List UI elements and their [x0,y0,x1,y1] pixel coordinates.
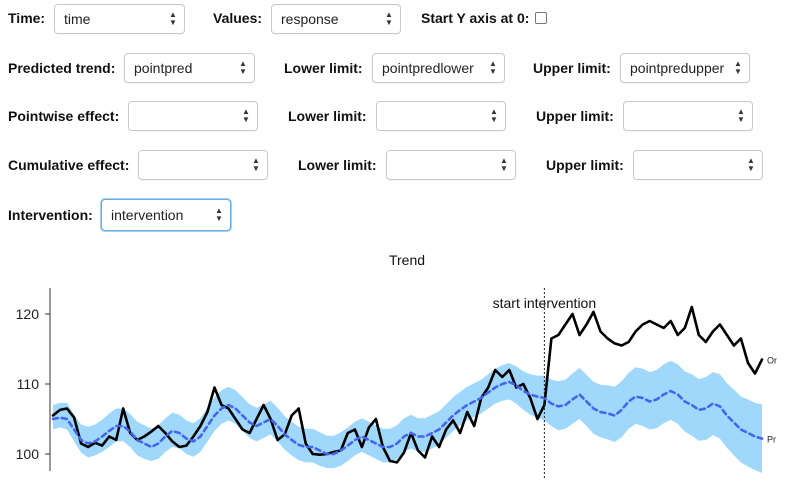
pw-upper-limit-select[interactable]: ▲ ▼ [623,101,753,131]
pw-lower-limit-select[interactable]: ▲ ▼ [376,101,506,131]
pointwise-effect-label: Pointwise effect: [8,108,120,124]
pw-upper-limit-label: Upper limit: [536,108,614,124]
chevron-updown-icon: ▲ ▼ [490,107,498,124]
predicted-series-line [51,380,764,456]
chevron-updown-icon: ▲ ▼ [169,10,177,27]
intervention-select[interactable]: intervention ▲ ▼ [101,199,231,231]
time-label: Time: [8,10,46,26]
pred-upper-limit-value: pointpredupper [630,60,725,76]
prediction-band [53,360,762,473]
time-select-value: time [64,11,91,27]
chart-title: Trend [389,252,425,268]
values-select[interactable]: response ▲ ▼ [271,4,401,34]
cum-upper-limit-label: Upper limit: [546,157,624,173]
chevron-updown-icon: ▲ ▼ [385,10,393,27]
predicted-trend-label: Predicted trend: [8,60,116,76]
chevron-updown-icon: ▲ ▼ [737,107,745,124]
chevron-updown-icon: ▲ ▼ [239,59,247,76]
pred-upper-limit-select[interactable]: pointpredupper ▲ ▼ [620,53,750,83]
values-select-value: response [281,11,339,27]
intervention-label: Intervention: [8,207,93,223]
pred-lower-limit-value: pointpredlower [382,60,474,76]
cumulative-effect-label: Cumulative effect: [8,157,130,173]
y-tick-label: 100 [16,446,40,462]
intervention-select-value: intervention [111,207,184,223]
pw-lower-limit-label: Lower limit: [288,108,367,124]
chevron-updown-icon: ▲ ▼ [500,156,508,173]
time-select[interactable]: time ▲ ▼ [54,4,185,34]
start-y-axis-label: Start Y axis at 0: [421,10,530,26]
series-label-1: Pr [767,435,776,445]
chevron-updown-icon: ▲ ▼ [734,59,742,76]
original-series-line [51,305,764,464]
chevron-updown-icon: ▲ ▼ [242,107,250,124]
predicted-trend-value: pointpred [134,60,193,76]
series-label-0: Or [767,356,777,366]
trend-chart: Trend Or Pr 100 110 120 start intervention [16,252,777,480]
start-y-axis-checkbox[interactable] [535,12,547,24]
cumulative-effect-select[interactable]: ▲ ▼ [138,150,268,180]
pred-upper-limit-label: Upper limit: [533,60,611,76]
chevron-updown-icon: ▲ ▼ [489,59,497,76]
cum-lower-limit-label: Lower limit: [298,157,377,173]
pred-lower-limit-select[interactable]: pointpredlower ▲ ▼ [372,53,505,83]
values-label: Values: [213,10,263,26]
chevron-updown-icon: ▲ ▼ [252,156,260,173]
chevron-updown-icon: ▲ ▼ [747,156,755,173]
pred-lower-limit-label: Lower limit: [284,60,363,76]
chevron-updown-icon: ▲ ▼ [215,206,223,223]
cum-lower-limit-select[interactable]: ▲ ▼ [386,150,516,180]
cum-upper-limit-select[interactable]: ▲ ▼ [633,150,763,180]
predicted-trend-select[interactable]: pointpred ▲ ▼ [124,53,255,83]
intervention-annotation: start intervention [493,295,597,311]
pointwise-effect-select[interactable]: ▲ ▼ [128,101,258,131]
y-tick-label: 110 [17,376,40,392]
y-tick-label: 120 [16,306,40,322]
